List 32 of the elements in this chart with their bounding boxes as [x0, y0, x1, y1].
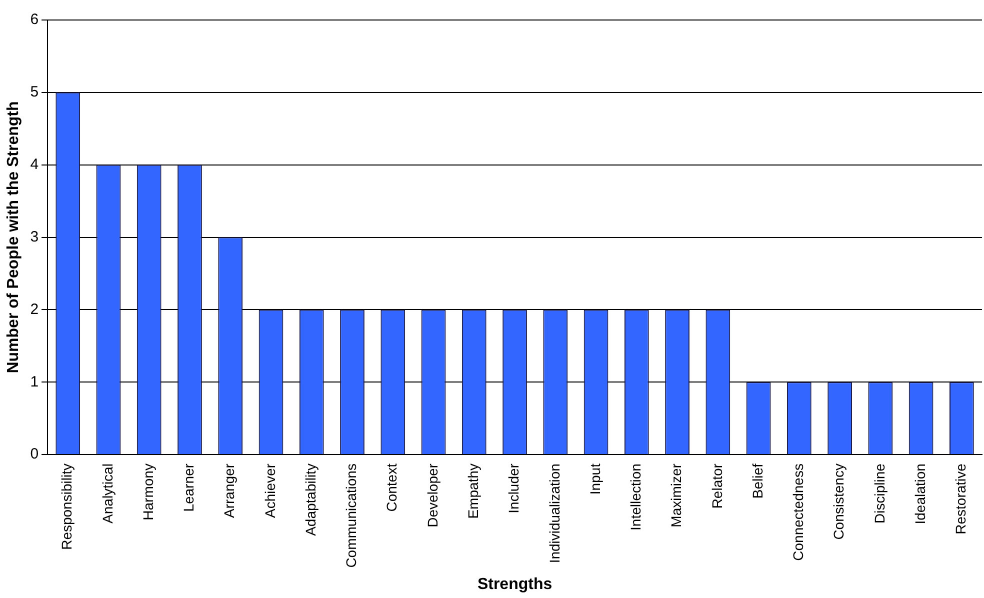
- y-tick-label: 5: [30, 84, 39, 101]
- x-tick-label: Belief: [749, 463, 766, 499]
- x-tick-label: Individualization: [546, 464, 562, 564]
- x-tick-label: Adaptability: [302, 464, 318, 536]
- x-tick-label: Maximizer: [668, 463, 684, 528]
- x-tick-label: Idealation: [912, 464, 928, 524]
- x-tick-label: Empathy: [465, 464, 481, 519]
- x-tick-label: Developer: [424, 463, 440, 528]
- y-tick-label: 4: [30, 156, 39, 173]
- x-axis-title: Strengths: [477, 576, 552, 593]
- x-tick-label: Responsibility: [58, 464, 75, 550]
- y-tick-label: 2: [30, 300, 39, 318]
- x-tick-label: Analytical: [99, 464, 116, 524]
- x-tick-label: Input: [586, 463, 603, 495]
- x-tick-label: Achiever: [262, 463, 278, 518]
- x-tick-label: Harmony: [140, 464, 156, 520]
- x-tick-label: Intellection: [628, 464, 644, 530]
- x-tick-label: Includer: [506, 463, 522, 514]
- x-tick-label: Communications: [343, 464, 360, 568]
- x-tick-label: Arranger: [221, 463, 238, 518]
- y-tick-label: 3: [30, 228, 39, 246]
- x-tick-label: Context: [384, 463, 400, 512]
- x-tick-label: Connectedness: [790, 464, 806, 561]
- y-axis-title: Number of People with the Strength: [5, 101, 22, 374]
- x-tick-label: Learner: [180, 463, 197, 512]
- x-tick-label: Consistency: [830, 464, 847, 540]
- y-tick-label: 1: [30, 373, 39, 390]
- y-tick-label: 6: [30, 11, 39, 28]
- x-tick-label: Discipline: [871, 463, 888, 524]
- y-tick-label: 0: [30, 446, 39, 463]
- x-tick-label: Relator: [708, 463, 725, 509]
- x-tick-label: Restorative: [952, 463, 969, 534]
